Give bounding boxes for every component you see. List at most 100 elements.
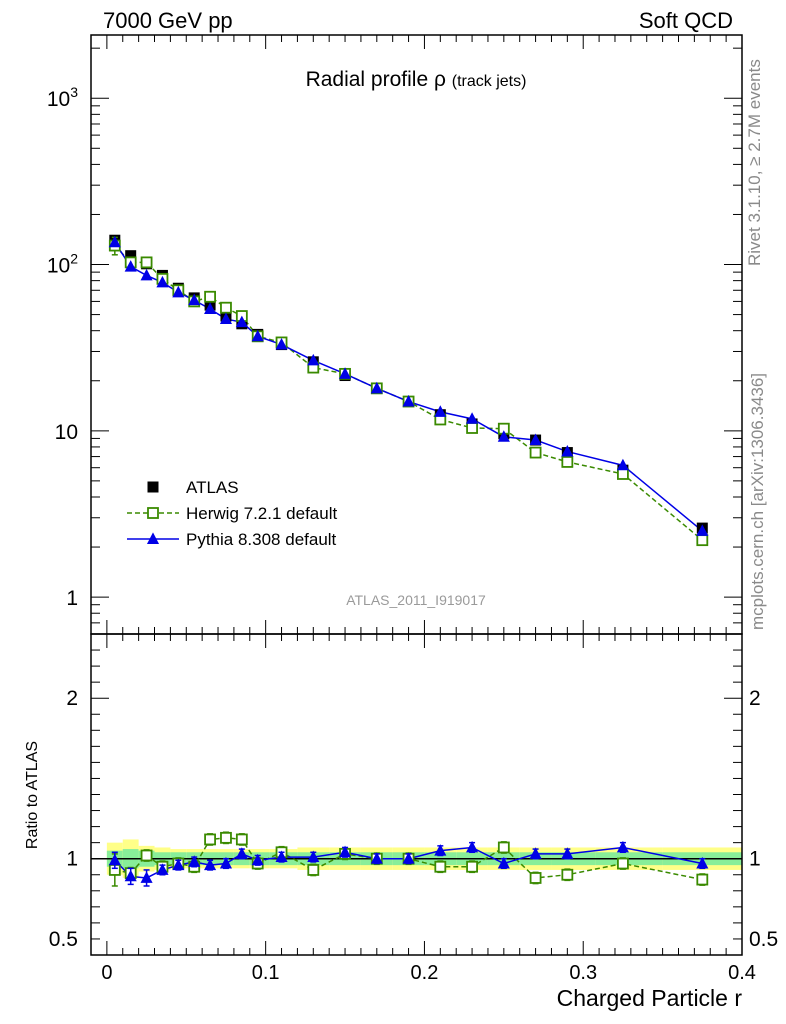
legend-label: ATLAS [186, 478, 239, 497]
pythia-point [204, 302, 217, 314]
x-axis-label: Charged Particle r [557, 985, 743, 1011]
pythia-point [108, 235, 121, 248]
legend-label: Pythia 8.308 default [186, 530, 337, 549]
ratio-pythia-point [204, 858, 217, 871]
x-tick-label: 0 [101, 962, 112, 984]
legend-atlas-marker [147, 481, 159, 493]
pythia-point [338, 367, 352, 379]
herwig-point [220, 301, 232, 314]
x-tick-label: 0.2 [411, 962, 439, 984]
herwig-line [114, 245, 703, 541]
legend: ATLAS Herwig 7.2.1 default Pythia 8.308 de… [127, 478, 337, 549]
pythia-point [529, 433, 542, 445]
ratio-pythia-point [108, 853, 121, 866]
ratio-pythia-point [402, 852, 415, 864]
ratio-herwig-point [561, 868, 574, 881]
pythia-point [156, 275, 169, 288]
ratio-pythia-point [219, 856, 233, 869]
y-tick-label: 1 [66, 587, 78, 610]
pythia-point [235, 315, 248, 328]
ratio-pythia-point [466, 840, 479, 853]
y-tick-label: 10 [55, 421, 78, 444]
legend-herwig-marker [147, 507, 159, 519]
herwig-point [696, 534, 709, 547]
pythia-point [307, 353, 320, 366]
ratio-pythia-point [497, 856, 510, 869]
ratio-pythia-point [235, 847, 248, 859]
pythia-point [219, 312, 233, 324]
pythia-point [434, 405, 447, 417]
rivet-version-note: Rivet 3.1.10, ≥ 2.7M events [745, 59, 764, 266]
ratio-pythia-point [434, 844, 447, 856]
ratio-herwig-point [466, 860, 478, 873]
ratio-y-tick-label-right: 1 [749, 848, 761, 871]
ratio-pythia-point [275, 850, 288, 863]
x-tick-label: 0.1 [252, 962, 280, 984]
pythia-point [497, 430, 510, 442]
pythia-point [251, 329, 264, 342]
ratio-panel-frame [90, 633, 743, 956]
ratio-herwig-point [235, 833, 248, 846]
pythia-point [466, 412, 479, 424]
y-tick-label: 103 [47, 84, 78, 111]
ratio-herwig-point [307, 864, 320, 876]
ratio-pythia-point [616, 840, 629, 853]
ratio-herwig-point [220, 831, 232, 844]
ratio-herwig-point [204, 833, 216, 846]
herwig-point [561, 456, 574, 468]
ratio-pythia-point [124, 869, 137, 882]
ratio-y-tick-label: 2 [66, 687, 78, 710]
header-right-label: Soft QCD [639, 8, 733, 33]
ratio-pythia-point [188, 855, 201, 867]
pythia-point [561, 444, 574, 457]
ratio-pythia-point [251, 853, 264, 866]
herwig-point [466, 422, 478, 434]
ratio-herwig-line [114, 837, 703, 881]
pythia-point [402, 394, 415, 407]
pythia-point [696, 524, 709, 536]
pythia-point [275, 337, 288, 350]
x-tick-label: 0.3 [569, 962, 597, 984]
ratio-pythia-point [529, 847, 542, 859]
x-tick-label: 0.4 [728, 962, 756, 984]
header-left-label: 7000 GeV pp [103, 8, 233, 33]
chart-title: Radial profile ρ (track jets) [306, 68, 527, 91]
pythia-point [124, 260, 137, 272]
ratio-pythia-point [172, 858, 185, 871]
pythia-point [172, 285, 185, 298]
herwig-point [204, 290, 216, 303]
legend-label: Herwig 7.2.1 default [186, 504, 337, 523]
pythia-point [616, 458, 629, 471]
ratio-pythia-point [696, 856, 709, 869]
ratio-pythia-point [156, 863, 169, 875]
mcplots-note: mcplots.cern.ch [arXiv:1306.3436] [748, 373, 767, 630]
legend-pythia-marker [146, 532, 160, 544]
ratio-y-tick-label-right: 0.5 [749, 928, 778, 951]
ratio-y-tick-label: 1 [66, 848, 78, 871]
ratio-pythia-point [370, 852, 383, 864]
ratio-herwig-point [140, 849, 153, 862]
ratio-herwig-point [529, 872, 542, 884]
pythia-point [188, 293, 201, 306]
ratio-pythia-line [114, 846, 703, 879]
ratio-pythia-point [307, 850, 320, 863]
ratio-y-axis-label: Ratio to ATLAS [24, 741, 41, 849]
ratio-y-tick-label: 0.5 [49, 928, 78, 951]
ratio-herwig-point [434, 860, 447, 873]
ratio-herwig-point [497, 841, 510, 854]
atlas-point [125, 250, 137, 262]
pythia-point [370, 381, 383, 394]
herwig-point [529, 446, 542, 459]
herwig-point [140, 256, 153, 269]
y-tick-label: 102 [47, 251, 78, 278]
analysis-watermark: ATLAS_2011_I919017 [346, 592, 486, 608]
pythia-line [114, 241, 703, 532]
ratio-pythia-point [140, 871, 153, 883]
ratio-herwig-point [696, 873, 709, 886]
herwig-point [617, 468, 629, 480]
ratio-pythia-point [338, 845, 352, 858]
ratio-y-tick-label-right: 2 [749, 687, 761, 710]
